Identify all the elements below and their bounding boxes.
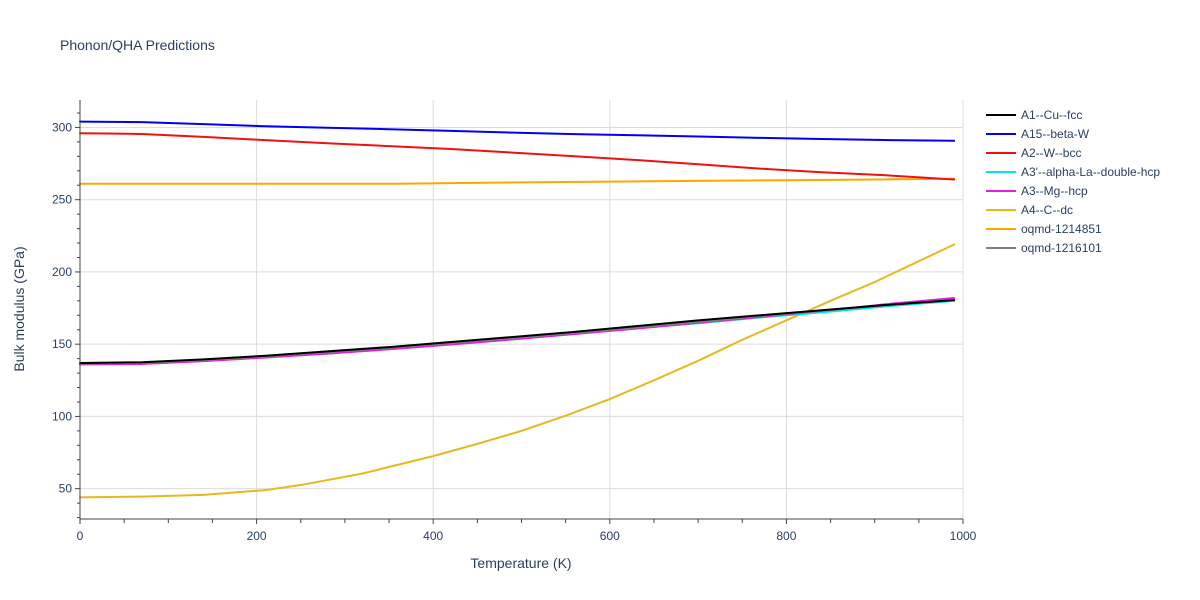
x-tick-label: 400 <box>423 529 443 543</box>
legend-label: oqmd-1214851 <box>1021 222 1102 236</box>
legend-item-a15-beta-w[interactable]: A15--beta-W <box>986 127 1090 141</box>
y-axis-ticks: 50 100 150 200 250 300 <box>52 120 72 495</box>
axes <box>75 100 964 524</box>
series-line-a2-w-bcc[interactable] <box>79 132 956 181</box>
legend-label: A1--Cu--fcc <box>1021 108 1082 122</box>
y-tick-label: 50 <box>59 482 73 496</box>
x-axis-ticks: 0 200 400 600 800 1000 <box>77 529 977 543</box>
legend-label: oqmd-1216101 <box>1021 241 1102 255</box>
legend-label: A15--beta-W <box>1021 127 1090 141</box>
y-axis-label: Bulk modulus (GPa) <box>11 246 27 371</box>
x-tick-label: 800 <box>776 529 796 543</box>
series-line-a15-beta-w[interactable] <box>79 120 956 142</box>
y-tick-label: 150 <box>52 337 72 351</box>
y-tick-label: 200 <box>52 265 72 279</box>
series-line-oqmd-1214851[interactable] <box>79 177 956 185</box>
legend-item-a3-mg-hcp[interactable]: A3--Mg--hcp <box>986 184 1088 198</box>
legend: A1--Cu--fcc A15--beta-W A2--W--bcc A3'--alp… <box>986 108 1160 255</box>
x-tick-label: 200 <box>247 529 267 543</box>
legend-item-a1-cu-fcc[interactable]: A1--Cu--fcc <box>986 108 1082 122</box>
legend-label: A2--W--bcc <box>1021 146 1081 160</box>
series-line-a4-c-dc[interactable] <box>79 243 956 499</box>
chart-title: Phonon/QHA Predictions <box>60 37 215 53</box>
x-tick-label: 0 <box>77 529 84 543</box>
x-tick-label: 600 <box>600 529 620 543</box>
y-tick-label: 300 <box>52 120 72 134</box>
legend-item-a3-alpha-la-double-hcp[interactable]: A3'--alpha-La--double-hcp <box>986 165 1160 179</box>
series-line-a1-cu-fcc[interactable] <box>79 299 956 364</box>
x-tick-label: 1000 <box>950 529 977 543</box>
y-tick-label: 250 <box>52 193 72 207</box>
legend-label: A4--C--dc <box>1021 203 1073 217</box>
legend-item-oqmd-1216101[interactable]: oqmd-1216101 <box>986 241 1102 255</box>
legend-label: A3'--alpha-La--double-hcp <box>1021 165 1160 179</box>
legend-item-a2-w-bcc[interactable]: A2--W--bcc <box>986 146 1081 160</box>
legend-item-oqmd-1214851[interactable]: oqmd-1214851 <box>986 222 1102 236</box>
series-line-a3-mg-hcp[interactable] <box>79 296 956 366</box>
plot-area[interactable] <box>79 120 956 499</box>
x-axis-label: Temperature (K) <box>470 555 571 571</box>
grid <box>80 100 964 519</box>
legend-label: A3--Mg--hcp <box>1021 184 1088 198</box>
legend-item-a4-c-dc[interactable]: A4--C--dc <box>986 203 1073 217</box>
y-tick-label: 100 <box>52 409 72 423</box>
